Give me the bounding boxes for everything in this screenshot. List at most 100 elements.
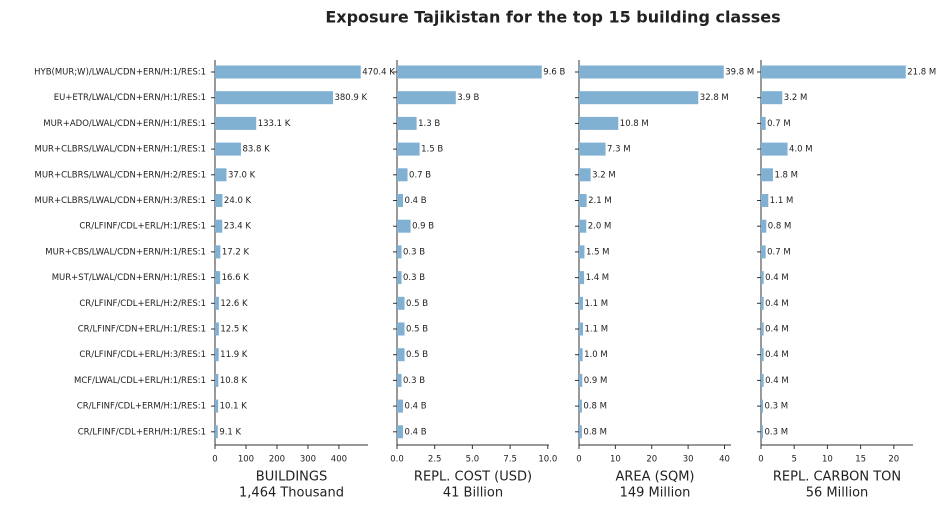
value-label: 0.7 B	[409, 170, 431, 180]
value-label: 1.1 M	[585, 299, 609, 309]
bar	[579, 245, 585, 259]
bar	[215, 219, 223, 233]
x-tick-label: 20	[646, 455, 657, 465]
bar	[397, 116, 417, 130]
value-label: 0.3 M	[764, 427, 788, 437]
x-tick-label: 200	[269, 455, 285, 465]
value-label: 0.4 M	[765, 325, 789, 335]
value-label: 39.8 M	[725, 68, 754, 78]
bar	[761, 116, 766, 130]
x-tick-label: 300	[300, 455, 316, 465]
y-tick-label: CR/LFINF/CDL+ERM/H:1/RES:1	[77, 402, 206, 412]
bar	[215, 245, 221, 259]
bar	[397, 296, 405, 310]
value-label: 11.9 K	[220, 350, 248, 360]
value-label: 0.4 B	[405, 402, 427, 412]
value-label: 0.5 B	[406, 350, 428, 360]
bar	[215, 425, 218, 439]
bar	[761, 168, 773, 182]
bar	[215, 168, 227, 182]
y-tick-label: CR/LFINF/CDL+ERL/H:2/RES:1	[79, 299, 206, 309]
bar	[579, 168, 591, 182]
bar	[397, 168, 408, 182]
x-axis-label: 1,464 Thousand	[239, 486, 344, 501]
y-tick-label: MUR+ST/LWAL/CDN+ERN/H:1/RES:1	[52, 273, 206, 283]
value-label: 37.0 K	[228, 170, 256, 180]
bar	[579, 425, 582, 439]
y-tick-label: MUR+CLBRS/LWAL/CDN+ERN/H:1/RES:1	[35, 145, 207, 155]
bar	[397, 425, 404, 439]
x-tick-label: 0.0	[390, 455, 404, 465]
x-tick-label: 10.0	[538, 455, 557, 465]
y-tick-label: CR/LFINF/CDL+ERL/H:1/RES:1	[79, 222, 206, 232]
value-label: 0.3 B	[403, 273, 425, 283]
x-axis-label: REPL. COST (USD)	[414, 470, 532, 485]
bar	[397, 142, 420, 156]
y-tick-label: CR/LFINF/CDL+ERL/H:3/RES:1	[79, 350, 206, 360]
value-label: 0.3 B	[403, 247, 425, 257]
x-tick-label: 15	[855, 455, 866, 465]
x-tick-label: 30	[683, 455, 694, 465]
bar	[761, 399, 763, 413]
value-label: 10.1 K	[220, 402, 248, 412]
bar	[215, 194, 223, 207]
bar	[215, 142, 241, 156]
x-tick-label: 40	[719, 455, 730, 465]
bar	[761, 245, 766, 259]
bar	[579, 348, 583, 362]
value-label: 3.9 B	[457, 93, 479, 103]
chart-title: Exposure Tajikistan for the top 15 build…	[325, 8, 780, 27]
bar	[579, 91, 699, 105]
bar	[215, 348, 219, 362]
bar	[397, 348, 405, 362]
bar	[761, 142, 788, 156]
value-label: 23.4 K	[224, 222, 252, 232]
value-label: 1.5 B	[421, 145, 443, 155]
x-tick-label: 0	[758, 455, 763, 465]
bar	[579, 65, 724, 79]
bar	[761, 219, 767, 233]
bar	[761, 271, 764, 285]
bar	[397, 65, 542, 79]
value-label: 133.1 K	[258, 119, 291, 129]
bar	[761, 425, 763, 439]
y-tick-label: MUR+ADO/LWAL/CDN+ERN/H:1/RES:1	[43, 119, 206, 129]
bar	[397, 399, 404, 413]
x-axis-label: 41 Billion	[443, 486, 503, 501]
y-tick-label: MCF/LWAL/CDL+ERL/H:1/RES:1	[74, 376, 206, 386]
value-label: 1.8 M	[774, 170, 798, 180]
bar	[761, 322, 764, 336]
value-label: 380.9 K	[334, 93, 367, 103]
bar	[215, 296, 219, 310]
x-tick-label: 0	[212, 455, 217, 465]
x-tick-label: 5.0	[466, 455, 480, 465]
y-tick-label: MUR+CLBRS/LWAL/CDN+ERN/H:3/RES:1	[35, 196, 207, 206]
value-label: 21.8 M	[907, 68, 936, 78]
value-label: 470.4 K	[362, 68, 395, 78]
value-label: 1.1 M	[585, 325, 609, 335]
x-axis-label: REPL. CARBON TON	[773, 470, 901, 485]
value-label: 1.1 M	[770, 196, 794, 206]
bar	[761, 194, 769, 207]
y-tick-label: CR/LFINF/CDL+ERH/H:1/RES:1	[78, 427, 206, 437]
value-label: 0.3 M	[764, 402, 788, 412]
x-tick-label: 10	[610, 455, 621, 465]
x-tick-label: 7.5	[503, 455, 517, 465]
bar	[397, 322, 405, 336]
bar	[579, 373, 583, 387]
x-tick-label: 10	[822, 455, 833, 465]
bar	[761, 65, 906, 79]
value-label: 3.2 M	[784, 93, 808, 103]
value-label: 16.6 K	[222, 273, 250, 283]
value-label: 0.8 M	[583, 402, 607, 412]
bar	[397, 271, 402, 285]
value-label: 24.0 K	[224, 196, 252, 206]
value-label: 17.2 K	[222, 247, 250, 257]
bar	[579, 142, 606, 156]
bar	[397, 373, 402, 387]
x-axis-label: BUILDINGS	[256, 470, 327, 485]
bar	[579, 296, 584, 310]
bar	[215, 373, 219, 387]
value-label: 7.3 M	[607, 145, 631, 155]
